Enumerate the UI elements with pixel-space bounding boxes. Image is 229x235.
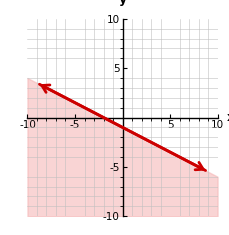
- Text: x: x: [227, 111, 229, 124]
- Text: y: y: [118, 0, 127, 6]
